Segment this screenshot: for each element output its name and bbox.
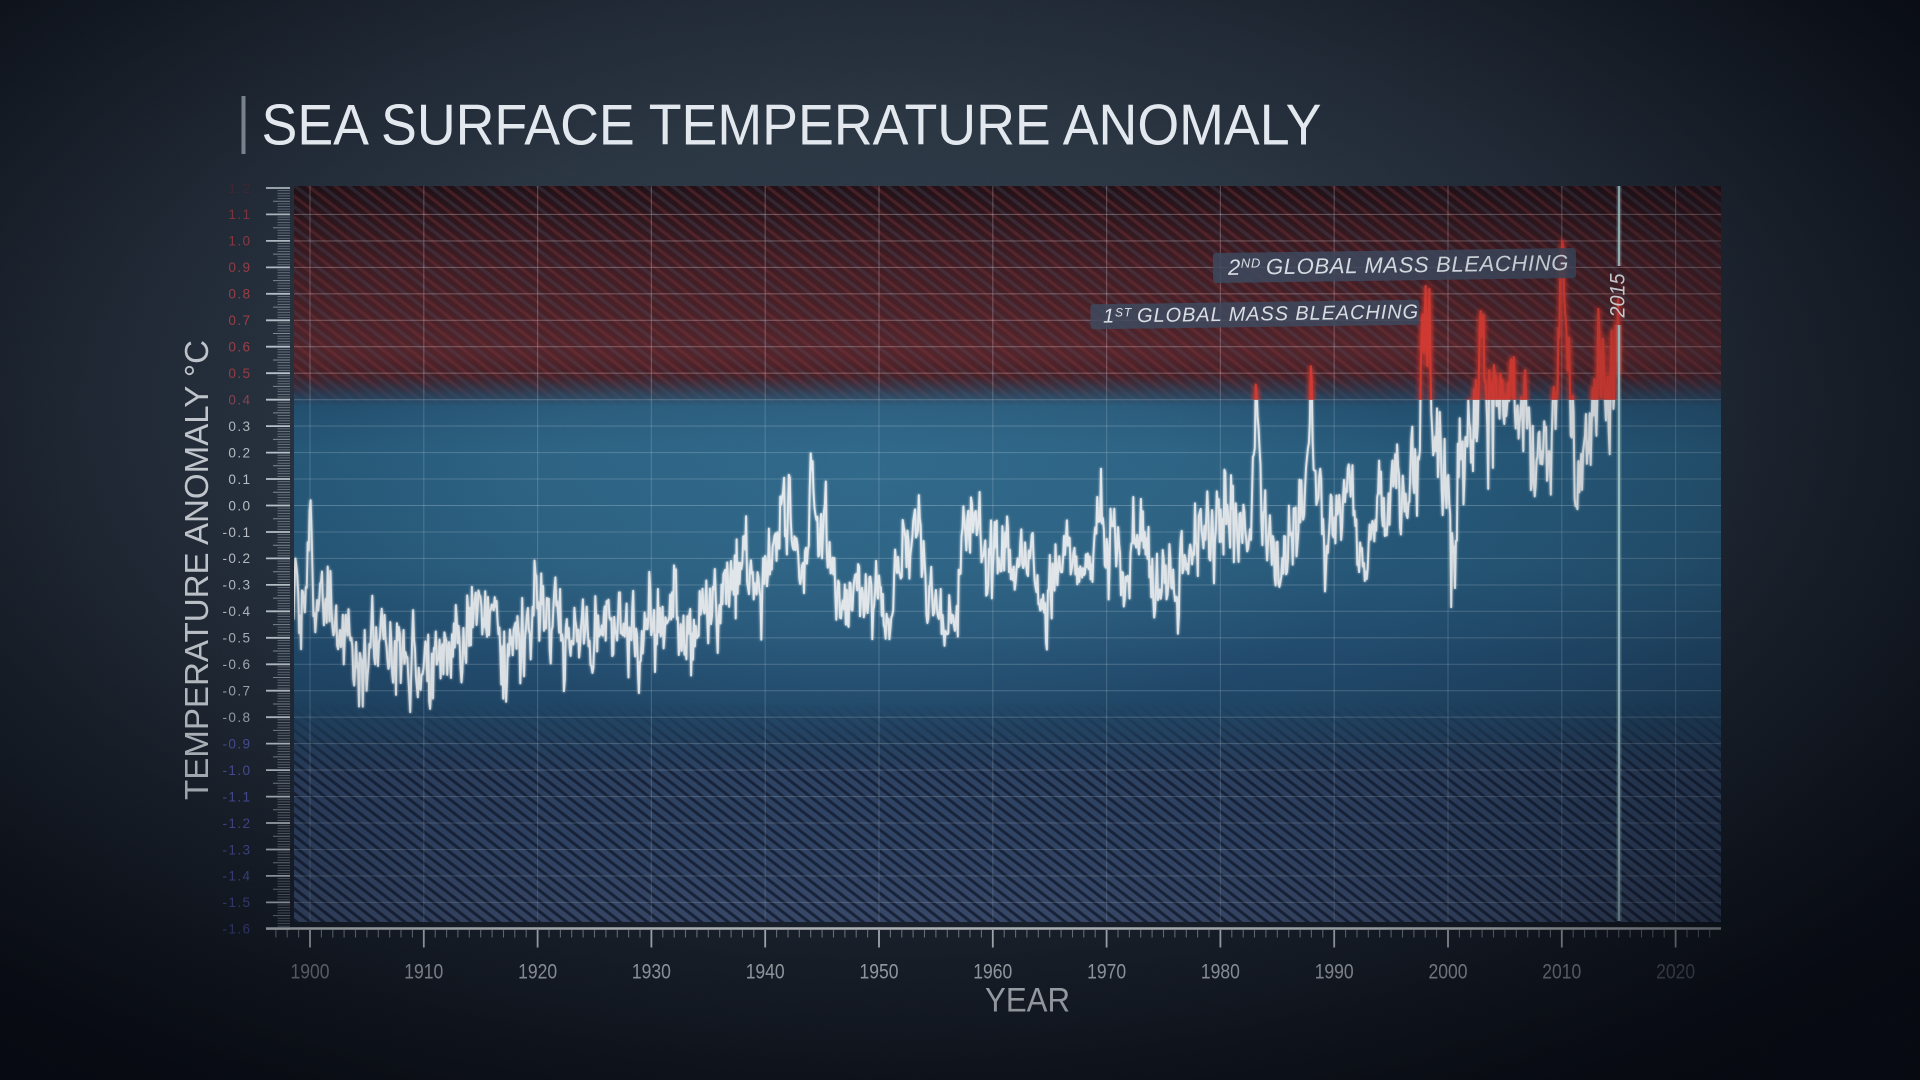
svg-text:SEA SURFACE TEMPERATURE ANOMAL: SEA SURFACE TEMPERATURE ANOMALY bbox=[262, 94, 1322, 158]
